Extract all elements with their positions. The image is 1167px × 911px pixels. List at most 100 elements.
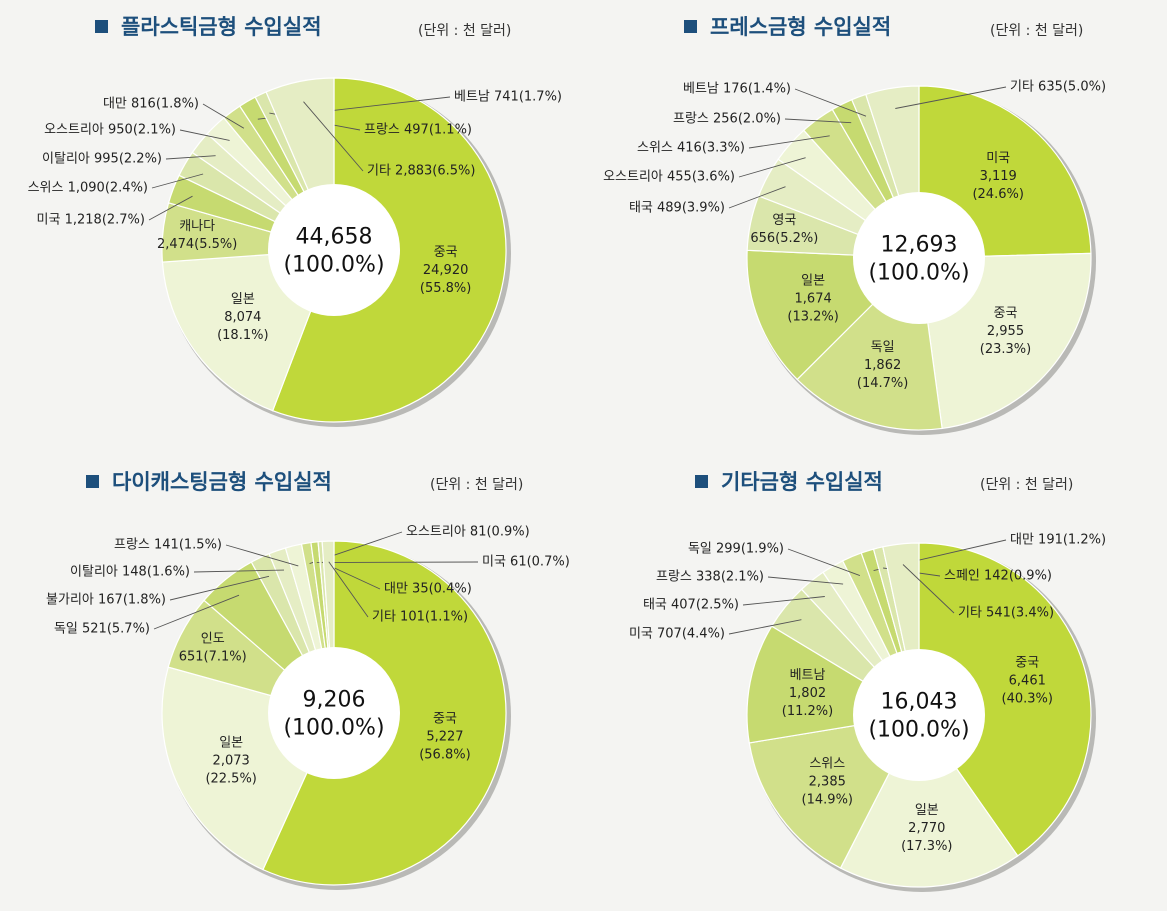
slice-label-name: 영국 (772, 213, 796, 228)
total-pct: (100.0%) (868, 261, 969, 286)
pie-chart-4: 기타금형 수입실적 (단위 : 천 달러) 중국 6,461 (40.3%) 일본 2,77… (629, 470, 1106, 892)
leader-line (742, 596, 825, 606)
leader-line (728, 619, 802, 635)
slice-label-기타: 기타 101(1.1%) (372, 610, 468, 625)
chart-title: 다이캐스팅금형 수입실적 (112, 470, 332, 494)
title-square-icon (695, 475, 708, 488)
leader-line (794, 88, 867, 117)
slice-label-스위스: 스위스 1,090(2.4%) (28, 181, 148, 196)
slice-label-pct: (23.3%) (980, 342, 1031, 357)
slice-label-미국: 미국 1,218(2.7%) (37, 213, 145, 228)
total-value: 9,206 (303, 688, 366, 713)
slice-label-pct: (22.5%) (205, 772, 256, 787)
chart-title: 플라스틱금형 수입실적 (121, 15, 322, 39)
pie-slice-일본 (839, 713, 1019, 888)
slice-label-value: 2,385 (809, 774, 846, 789)
leader-line (165, 155, 216, 160)
leader-line (767, 576, 844, 585)
slice-label-오스트리아: 오스트리아 81(0.9%) (406, 525, 530, 540)
slice-label-pct: (55.8%) (420, 281, 471, 296)
slice-label-pct: (24.6%) (972, 187, 1023, 202)
slice-label-value: 2,955 (987, 324, 1024, 339)
leader-line (895, 86, 1007, 109)
title-square-icon (684, 20, 697, 33)
leader-line (748, 135, 830, 149)
slice-label-태국: 태국 407(2.5%) (643, 598, 739, 613)
pie-center-hole (853, 192, 985, 324)
leader-line (902, 564, 955, 614)
pie-chart-1: 플라스틱금형 수입실적 (단위 : 천 달러) 중국 24,920 (55.8%) 일본 8… (28, 15, 562, 427)
pie-slice-중국 (918, 542, 1092, 857)
slice-label-value: 8,074 (224, 310, 261, 325)
slice-label-기타: 기타 2,883(6.5%) (367, 164, 475, 179)
slice-label-기타: 기타 635(5.0%) (1010, 80, 1106, 95)
slice-label-name: 캐나다 (179, 219, 215, 234)
slice-label-value: 6,461 (1009, 673, 1046, 688)
title-square-icon (86, 475, 99, 488)
title-square-icon (95, 20, 108, 33)
slice-label-pct: (14.9%) (802, 792, 853, 807)
slice-label-pct: (14.7%) (857, 376, 908, 391)
slice-label-오스트리아: 오스트리아 455(3.6%) (603, 170, 735, 185)
slice-label-value: 5,227 (426, 729, 463, 744)
total-value: 44,658 (296, 225, 373, 250)
pie-center-hole (268, 647, 400, 779)
unit-label: (단위 : 천 달러) (990, 23, 1083, 39)
slice-label-미국: 미국 707(4.4%) (629, 627, 725, 642)
slice-label-대만: 대만 816(1.8%) (103, 97, 199, 112)
slice-label-value: 2,770 (908, 821, 945, 836)
pie-chart-2: 프레스금형 수입실적 (단위 : 천 달러) 미국 3,119 (24.6%) 중국 2,9… (603, 15, 1106, 435)
slice-label-프랑스: 프랑스 141(1.5%) (114, 538, 222, 553)
slice-label-독일: 독일 299(1.9%) (688, 542, 784, 557)
slice-label-대만: 대만 35(0.4%) (384, 582, 472, 597)
leader-line (148, 195, 193, 221)
slice-label-value: 656(5.2%) (750, 231, 818, 246)
slice-label-프랑스: 프랑스 338(2.1%) (656, 570, 764, 585)
total-pct: (100.0%) (283, 716, 384, 741)
slice-label-value: 1,862 (864, 358, 901, 373)
total-pct: (100.0%) (283, 253, 384, 278)
slice-label-name: 베트남 (790, 668, 826, 683)
unit-label: (단위 : 천 달러) (418, 23, 511, 39)
chart-title: 프레스금형 수입실적 (710, 15, 891, 39)
slice-label-프랑스: 프랑스 497(1.1%) (364, 123, 472, 138)
slice-label-value: 1,674 (795, 292, 832, 307)
slice-label-value: 24,920 (423, 263, 469, 278)
slice-label-이탈리아: 이탈리아 995(2.2%) (42, 152, 162, 167)
leader-line (784, 118, 852, 124)
leader-line (169, 575, 270, 601)
unit-label: (단위 : 천 달러) (980, 477, 1073, 493)
pie-center-hole (268, 184, 400, 316)
slice-label-스페인: 스페인 142(0.9%) (944, 569, 1052, 584)
slice-label-value: 3,119 (980, 169, 1017, 184)
slice-label-기타: 기타 541(3.4%) (958, 606, 1054, 621)
pie-center-hole (853, 649, 985, 781)
slice-label-미국: 미국 61(0.7%) (482, 555, 570, 570)
slice-label-name: 미국 (986, 151, 1010, 166)
chart-title: 기타금형 수입실적 (721, 470, 883, 494)
slice-label-name: 일본 (231, 292, 255, 307)
slice-label-name: 중국 (434, 245, 458, 260)
slice-label-대만: 대만 191(1.2%) (1010, 533, 1106, 548)
slice-label-name: 중국 (1015, 655, 1039, 670)
slice-label-value: 651(7.1%) (179, 649, 247, 664)
leader-line (151, 173, 204, 189)
total-value: 12,693 (881, 233, 958, 258)
slice-label-pct: (40.3%) (1002, 691, 1053, 706)
slice-label-value: 2,474(5.5%) (157, 237, 237, 252)
leader-line (787, 548, 861, 577)
slice-label-value: 2,073 (213, 754, 250, 769)
total-pct: (100.0%) (868, 718, 969, 743)
leader-line (328, 561, 369, 618)
slice-label-독일: 독일 521(5.7%) (54, 622, 150, 637)
leader-line (738, 157, 806, 178)
slice-label-이탈리아: 이탈리아 148(1.6%) (70, 565, 190, 580)
slice-label-오스트리아: 오스트리아 950(2.1%) (44, 123, 176, 138)
slice-label-태국: 태국 489(3.9%) (629, 201, 725, 216)
slice-label-name: 중국 (433, 711, 457, 726)
slice-label-프랑스: 프랑스 256(2.0%) (673, 112, 781, 127)
unit-label: (단위 : 천 달러) (430, 477, 523, 493)
leader-line (153, 594, 240, 630)
slice-label-name: 일본 (915, 803, 939, 818)
